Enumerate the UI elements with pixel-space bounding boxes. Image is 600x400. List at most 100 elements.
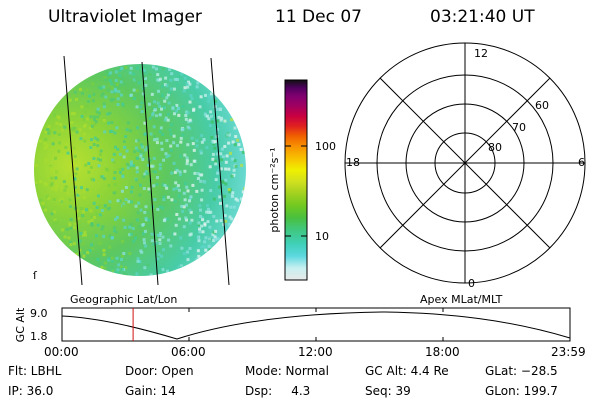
disk-pixel [219, 219, 223, 223]
info-mode: Mode: Normal [245, 364, 329, 378]
disk-pixel [107, 121, 111, 125]
disk-pixel [158, 104, 162, 108]
disk-pixel [198, 204, 202, 208]
disk-pixel [54, 180, 58, 184]
disk-pixel [150, 92, 154, 96]
disk-pixel [199, 179, 203, 183]
gc-alt-xtick: 12:00 [298, 345, 333, 359]
disk-pixel [177, 106, 181, 110]
disk-pixel [54, 156, 57, 160]
disk-pixel [89, 126, 92, 130]
disk-pixel [147, 187, 151, 191]
disk-pixel [147, 218, 151, 222]
disk-pixel [172, 87, 176, 91]
disk-pixel [198, 173, 202, 177]
disk-pixel [156, 101, 160, 105]
disk-pixel [75, 167, 79, 171]
disk-pixel [188, 199, 191, 203]
disk-pixel [126, 121, 130, 125]
disk-pixel [90, 124, 94, 128]
disk-pixel [168, 68, 172, 71]
disk-pixel [97, 85, 101, 89]
disk-pixel [155, 137, 159, 141]
gc-alt-xtick: 00:00 [44, 345, 79, 359]
disk-pixel [151, 113, 155, 117]
disk-pixel [134, 204, 138, 208]
disk-pixel [77, 224, 81, 228]
disk-pixel [172, 187, 176, 191]
disk-pixel [107, 257, 111, 261]
info-glat: GLat: −28.5 [485, 364, 558, 378]
disk-pixel [124, 273, 128, 276]
disk-pixel [154, 116, 158, 120]
disk-pixel [173, 77, 177, 81]
disk-pixel [49, 165, 53, 169]
disk-pixel [144, 83, 148, 87]
disk-pixel [190, 218, 194, 222]
disk-pixel [218, 195, 222, 199]
disk-pixel [129, 223, 133, 227]
disk-pixel [196, 177, 200, 180]
disk-pixel [210, 95, 214, 99]
disk-pixel [158, 130, 162, 134]
gc-alt-axis-label: GC Alt [14, 307, 27, 343]
disk-pixel [116, 268, 120, 272]
info-dsp: Dsp: 4.3 [245, 384, 311, 398]
disk-pixel [111, 259, 114, 263]
disk-pixel [226, 133, 230, 137]
disk-pixel [165, 155, 169, 159]
disk-pixel [100, 175, 104, 179]
disk-pixel [139, 183, 142, 187]
disk-pixel [147, 144, 151, 148]
disk-pixel [118, 168, 122, 171]
disk-pixel [188, 221, 192, 225]
disk-pixel [153, 170, 157, 174]
disk-pixel [35, 181, 39, 185]
disk-pixel [179, 266, 183, 270]
disk-pixel [186, 258, 190, 262]
disk-pixel [95, 206, 99, 209]
disk-pixel [45, 143, 49, 147]
disk-pixel [185, 82, 189, 86]
disk-pixel [225, 154, 229, 158]
disk-pixel [240, 201, 244, 205]
disk-pixel [67, 130, 71, 134]
disk-pixel [162, 195, 166, 199]
disk-pixel [201, 230, 205, 234]
disk-pixel [124, 266, 128, 270]
disk-pixel [81, 214, 85, 218]
disk-pixel [108, 111, 112, 115]
disk-pixel [73, 207, 77, 211]
disk-pixel [189, 210, 193, 214]
disk-pixel [225, 204, 229, 208]
disk-pixel [216, 107, 220, 111]
disk-pixel [136, 211, 140, 215]
disk-pixel [107, 202, 111, 206]
disk-pixel [82, 196, 86, 200]
meridian-line [141, 61, 159, 286]
disk-pixel [67, 179, 71, 183]
disk-pixel [199, 95, 203, 99]
disk-pixel [232, 205, 236, 209]
disk-pixel [203, 180, 207, 184]
disk-pixel [56, 171, 60, 175]
disk-pixel [74, 159, 78, 163]
disk-pixel [87, 100, 91, 103]
disk-pixel [110, 90, 114, 94]
disk-pixel [153, 100, 156, 104]
disk-pixel [83, 110, 87, 114]
disk-pixel [103, 204, 107, 208]
disk-pixel [212, 239, 216, 242]
disk-pixel [138, 224, 142, 228]
disk-pixel [88, 94, 92, 98]
mlt-label-18: 18 [346, 156, 360, 169]
disk-pixel [102, 248, 106, 252]
disk-pixel [114, 70, 118, 74]
disk-pixel [110, 236, 114, 239]
disk-pixel [234, 164, 238, 168]
disk-pixel [209, 210, 213, 214]
disk-pixel [177, 188, 181, 192]
disk-pixel [89, 115, 93, 119]
disk-pixel [47, 196, 51, 200]
disk-pixel [44, 130, 48, 134]
